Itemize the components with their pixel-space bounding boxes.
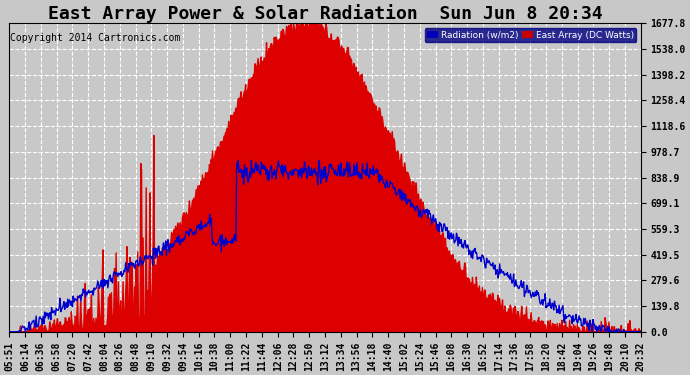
Text: Copyright 2014 Cartronics.com: Copyright 2014 Cartronics.com	[10, 33, 180, 43]
Title: East Array Power & Solar Radiation  Sun Jun 8 20:34: East Array Power & Solar Radiation Sun J…	[48, 4, 602, 23]
Legend: Radiation (w/m2), East Array (DC Watts): Radiation (w/m2), East Array (DC Watts)	[424, 28, 636, 42]
